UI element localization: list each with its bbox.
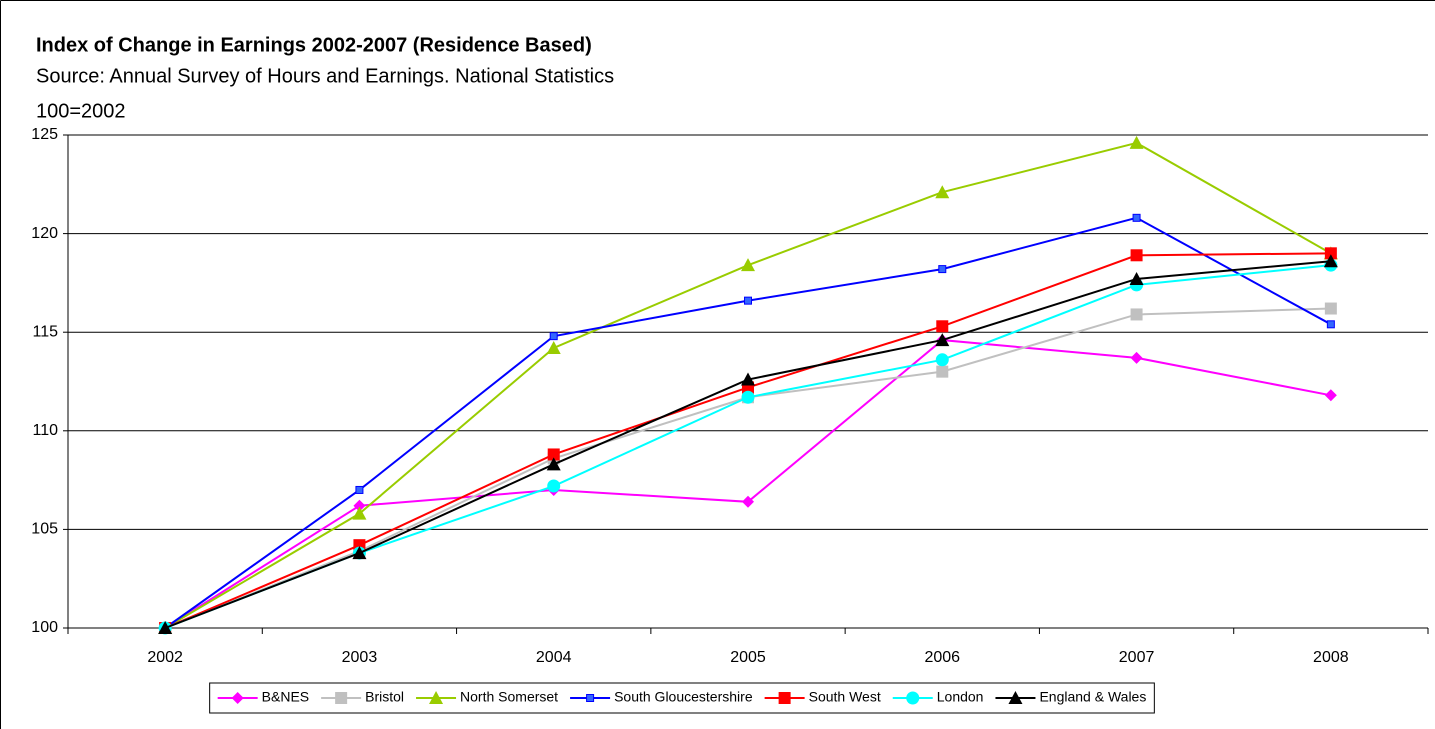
chart-note: 100=2002 [36,100,126,122]
x-tick-label: 2008 [1313,649,1349,666]
legend-label: Bristol [365,689,404,705]
data-point [936,320,949,333]
data-point [741,372,755,386]
data-point [1132,213,1141,222]
data-point [355,485,364,494]
series-line [164,264,1331,629]
series-line [164,307,1331,629]
series-line [164,260,1331,629]
series-line [164,252,1331,629]
legend-marker [906,691,920,705]
data-point [549,332,558,341]
legend-marker [1008,691,1023,704]
data-point [1130,351,1143,364]
data-point [935,353,949,367]
data-point [352,506,367,520]
data-point [741,258,755,272]
legend-marker [778,692,791,704]
legend-label: North Somerset [460,689,558,705]
data-point [1324,247,1337,260]
legend-item: South Gloucestershire [570,689,753,705]
data-point [352,546,367,560]
legend-item: South West [764,689,881,705]
legend-item: England & Wales [995,689,1146,705]
legend: B&NES Bristol North Somerset South Gloucest… [209,682,1155,714]
x-tick-label: 2006 [924,649,960,666]
legend-marker [231,692,244,704]
legend-item: London [892,689,984,705]
x-tick-label: 2003 [342,649,378,666]
legend-label: B&NES [262,689,309,705]
data-point [938,265,947,274]
x-tick-label: 2007 [1119,649,1155,666]
series-line [164,216,1332,629]
chart-subtitle: Source: Annual Survey of Hours and Earni… [36,65,614,87]
y-tick-label: 100 [31,619,58,636]
x-tick-label: 2004 [536,649,572,666]
legend-label: England & Wales [1039,689,1146,705]
data-point [935,333,950,347]
data-point [742,495,754,508]
y-tick-label: 105 [31,521,58,538]
legend-label: South West [809,689,881,705]
x-tick-label: 2005 [730,649,766,666]
data-point [936,365,949,378]
data-point [1130,308,1143,321]
data-point [1130,249,1143,262]
data-point [1324,302,1337,315]
data-point [935,185,950,199]
legend-item: B&NES [217,689,309,705]
data-point [741,390,755,404]
data-point [1323,254,1338,268]
data-point [744,296,752,305]
data-point [1326,320,1335,329]
legend-marker [429,691,444,704]
data-point [1324,389,1337,402]
chart-title: Index of Change in Earnings 2002-2007 (R… [36,34,592,56]
x-tick-label: 2002 [147,649,183,666]
y-tick-label: 115 [32,323,58,340]
data-point [158,621,173,634]
legend-item: Bristol [321,689,404,705]
data-point [546,457,561,471]
data-point [547,448,560,461]
legend-label: South Gloucestershire [614,689,753,705]
y-tick-label: 110 [32,422,58,439]
legend-marker [335,692,348,704]
legend-item: North Somerset [416,689,558,705]
legend-label: London [937,689,984,705]
y-tick-label: 125 [31,126,58,143]
data-point [1129,271,1144,285]
data-point [547,479,561,493]
data-point [546,340,561,354]
legend-marker [586,694,595,702]
data-point [353,499,366,512]
y-tick-label: 120 [31,225,58,242]
data-point [1129,135,1144,149]
